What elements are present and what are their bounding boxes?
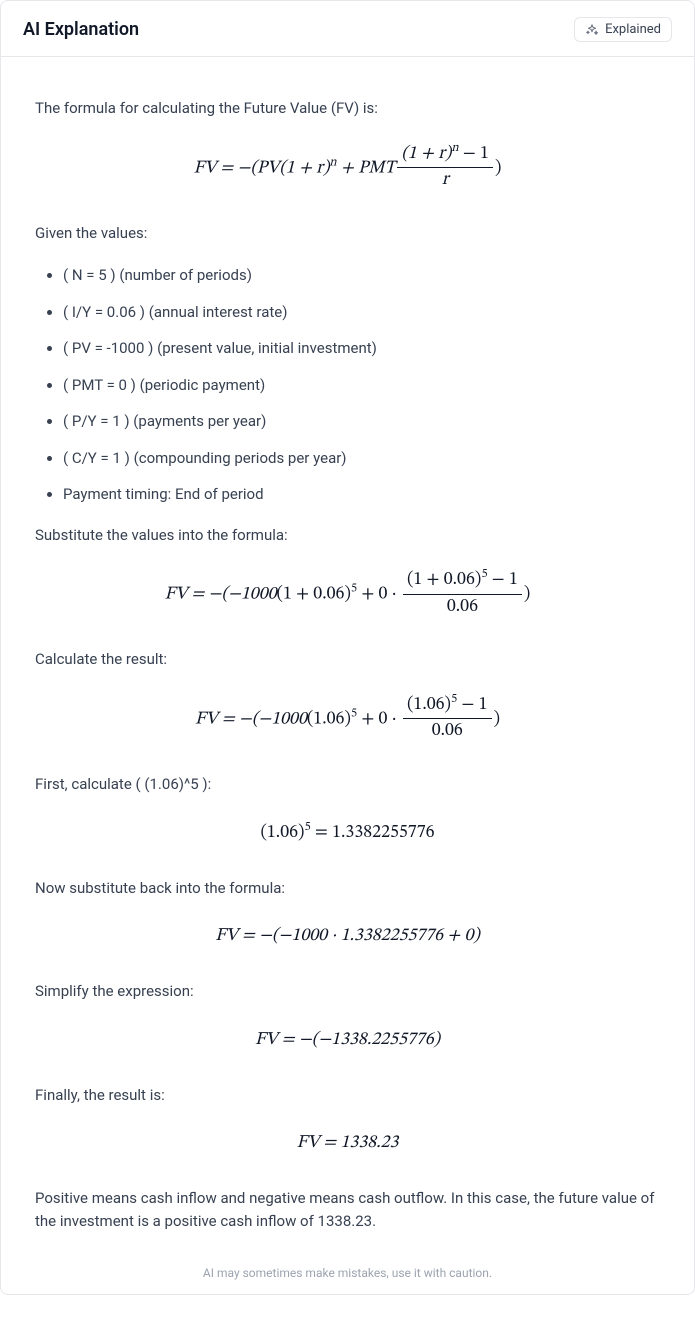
given-label: Given the values: [35, 222, 660, 245]
values-list: ( N = 5 ) (number of periods) ( I/Y = 0.… [35, 264, 660, 506]
formula-text: + 0 · [357, 710, 401, 728]
formula-text: FV = 1338.23 [297, 1130, 399, 1157]
first-calc-label: First, calculate ( (1.06)^5 ): [35, 773, 660, 796]
finally-label: Finally, the result is: [35, 1084, 660, 1107]
explained-badge: Explained [574, 17, 672, 42]
formula-text: FV = −(−1338.2255776) [255, 1027, 440, 1054]
now-sub-label: Now substitute back into the formula: [35, 877, 660, 900]
formula-text: FV = −(−1000 [195, 710, 307, 728]
list-item: ( P/Y = 1 ) (payments per year) [63, 410, 660, 433]
frac-num-exp: n [451, 141, 458, 154]
list-item: ( C/Y = 1 ) (compounding periods per yea… [63, 447, 660, 470]
formula-text: + PMT [337, 159, 396, 177]
substitute-label: Substitute the values into the formula: [35, 524, 660, 547]
list-item: ( PMT = 0 ) (periodic payment) [63, 374, 660, 397]
formula-fraction: (1 + 0.06)5 − 10.06 [403, 570, 522, 618]
formula-fraction: (1 + r)n − 1 r [397, 144, 493, 192]
formula-main: FV = −(PV(1 + r)n + PMT(1 + r)n − 1r) [35, 144, 660, 192]
frac-den: 0.06 [403, 595, 522, 619]
formula-text: (1 + 0.06) [277, 586, 351, 604]
sparkle-icon [585, 23, 599, 37]
footnote: AI may sometimes make mistakes, use it w… [1, 1260, 694, 1294]
list-item: ( PV = -1000 ) (present value, initial i… [63, 337, 660, 360]
list-item: Payment timing: End of period [63, 483, 660, 506]
calculate-label: Calculate the result: [35, 648, 660, 671]
formula-text: ) [494, 710, 500, 728]
formula-text: (1.06) [260, 824, 304, 842]
formula-back-sub: FV = −(−1000 · 1.3382255776 + 0) [35, 923, 660, 950]
frac-num: − 1 [459, 145, 489, 163]
frac-num: (1.06) [407, 696, 451, 714]
frac-num: (1 + r) [401, 145, 451, 163]
list-item: ( N = 5 ) (number of periods) [63, 264, 660, 287]
formula-text: FV = −(−1000 · 1.3382255776 + 0) [215, 923, 480, 950]
formula-result: FV = 1338.23 [35, 1130, 660, 1157]
list-item: ( I/Y = 0.06 ) (annual interest rate) [63, 301, 660, 324]
formula-text: ) [495, 159, 501, 177]
formula-calculate: FV = −(−1000(1.06)5 + 0 · (1.06)5 − 10.0… [35, 695, 660, 743]
formula-text: (1 + r) [279, 159, 329, 177]
ai-explanation-card: AI Explanation Explained The formula for… [0, 0, 695, 1295]
formula-fraction: (1.06)5 − 10.06 [403, 695, 492, 743]
formula-exp: n [329, 155, 336, 168]
formula-substitute: FV = −(−1000(1 + 0.06)5 + 0 · (1 + 0.06)… [35, 570, 660, 618]
formula-text: = 1.3382255776 [311, 824, 435, 842]
formula-text: + 0 · [357, 586, 401, 604]
badge-label: Explained [605, 22, 661, 37]
frac-num: − 1 [488, 571, 518, 589]
simplify-label: Simplify the expression: [35, 980, 660, 1003]
frac-den: r [397, 168, 493, 192]
formula-text: FV = −(PV [194, 159, 280, 177]
formula-power: (1.06)5 = 1.3382255776 [35, 820, 660, 847]
frac-den: 0.06 [403, 719, 492, 743]
card-body: The formula for calculating the Future V… [1, 57, 694, 1260]
intro-text: The formula for calculating the Future V… [35, 97, 660, 120]
formula-text: ) [524, 586, 530, 604]
frac-num: (1 + 0.06) [407, 571, 481, 589]
card-header: AI Explanation Explained [1, 1, 694, 57]
conclusion-text: Positive means cash inflow and negative … [35, 1187, 660, 1232]
formula-text: FV = −(−1000 [165, 586, 277, 604]
frac-num: − 1 [457, 696, 487, 714]
formula-simplify: FV = −(−1338.2255776) [35, 1027, 660, 1054]
formula-text: (1.06) [307, 710, 351, 728]
card-title: AI Explanation [23, 19, 139, 40]
